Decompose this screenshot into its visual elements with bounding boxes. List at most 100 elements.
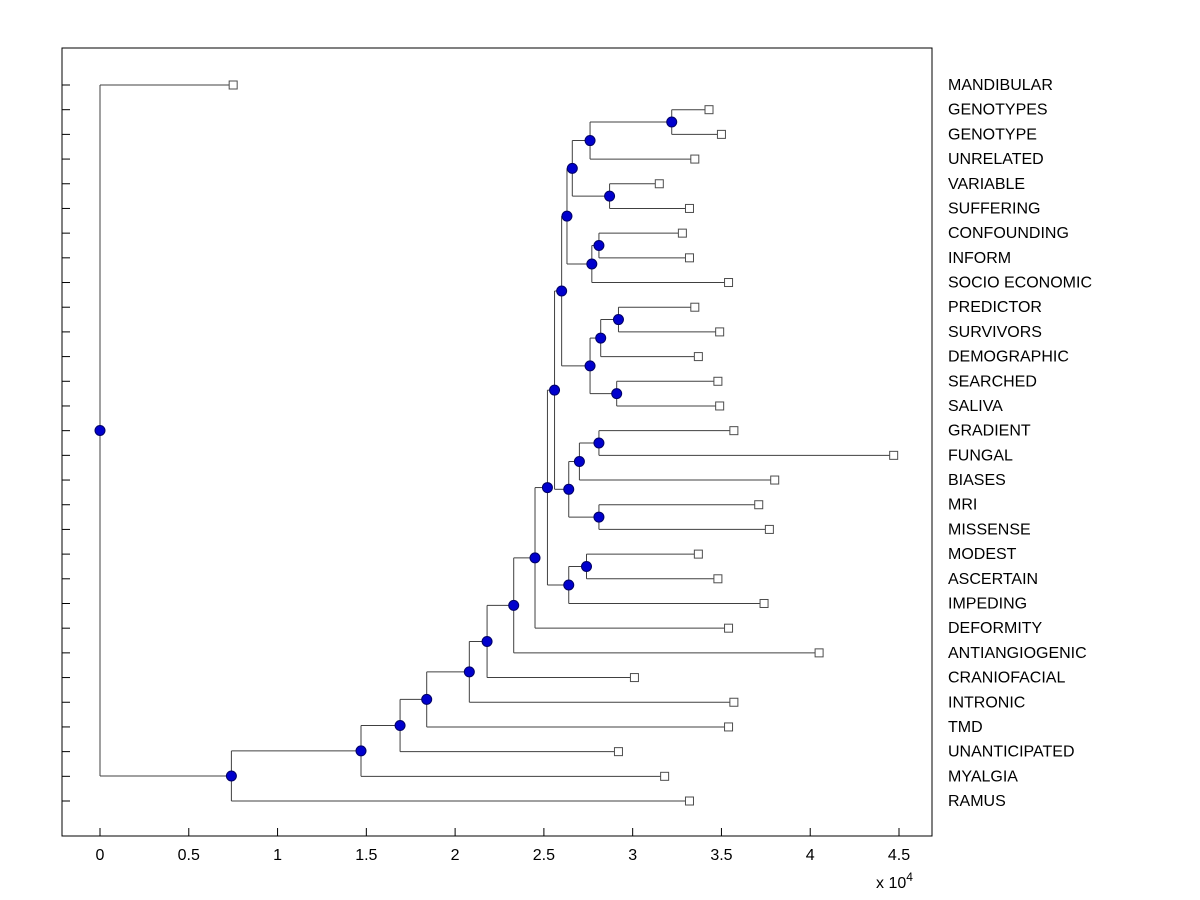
branch-node-marker — [541, 482, 553, 494]
branch-node-marker — [573, 456, 585, 468]
leaf-marker — [814, 648, 824, 658]
branch-node-marker — [593, 437, 605, 449]
leaf-label: ASCERTAIN — [948, 571, 1038, 588]
leaf-label: RAMUS — [948, 793, 1006, 810]
branch-node-marker — [566, 162, 578, 174]
branch-node-marker — [563, 483, 575, 495]
tree-nodes — [94, 80, 899, 806]
leaf-marker — [724, 278, 734, 288]
leaf-marker — [754, 500, 764, 510]
leaf-label: TMD — [948, 719, 983, 736]
leaf-label: SEARCHED — [948, 373, 1037, 390]
branch-node-marker — [604, 190, 616, 202]
branch-node-marker — [561, 210, 573, 222]
leaf-label: DEFORMITY — [948, 620, 1043, 637]
x-tick-label: 3.5 — [710, 847, 732, 864]
leaf-label: SUFFERING — [948, 200, 1040, 217]
branch-node-marker — [355, 745, 367, 757]
leaf-label: MISSENSE — [948, 521, 1031, 538]
leaf-label: UNANTICIPATED — [948, 744, 1075, 761]
leaf-marker — [759, 598, 769, 608]
x-tick-label: 2.5 — [533, 847, 555, 864]
branch-node-marker — [593, 511, 605, 523]
branch-node-marker — [584, 360, 596, 372]
branch-node-marker — [463, 666, 475, 678]
leaf-label: CONFOUNDING — [948, 225, 1069, 242]
leaf-label: UNRELATED — [948, 151, 1044, 168]
leaf-labels: MANDIBULAR GENOTYPES GENOTYPE UNRELATED VARI… — [948, 77, 1092, 810]
leaf-label: SALIVA — [948, 398, 1003, 415]
branch-node-marker — [394, 720, 406, 732]
branch-node-marker — [593, 239, 605, 251]
branch-node-marker — [586, 258, 598, 270]
leaf-marker — [690, 154, 700, 164]
x-tick-label: 3 — [628, 847, 637, 864]
leaf-label: GENOTYPES — [948, 102, 1048, 119]
branch-node-marker — [549, 384, 561, 396]
leaf-marker — [693, 549, 703, 559]
branch-node-marker — [94, 424, 106, 436]
x-tick-label: 1 — [273, 847, 282, 864]
leaf-marker — [677, 228, 687, 238]
leaf-label: GRADIENT — [948, 423, 1031, 440]
leaf-marker — [716, 129, 726, 139]
leaf-marker — [684, 253, 694, 263]
leaf-label: SOCIO ECONOMIC — [948, 275, 1092, 292]
leaf-label: SURVIVORS — [948, 324, 1042, 341]
leaf-label: MYALGIA — [948, 768, 1018, 785]
x-axis-exponent-label: x 104 — [876, 870, 913, 892]
x-tick-labels: 0 0.5 1 1.5 2 2.5 3 3.5 4 4.5 — [96, 847, 911, 864]
leaf-label: GENOTYPE — [948, 126, 1037, 143]
leaf-marker — [715, 401, 725, 411]
branch-node-marker — [529, 552, 541, 564]
branch-node-marker — [508, 599, 520, 611]
leaf-marker — [729, 697, 739, 707]
x-tick-label: 0 — [96, 847, 105, 864]
axis-box — [61, 47, 933, 837]
leaf-marker — [693, 352, 703, 362]
leaf-marker — [764, 524, 774, 534]
leaf-marker — [613, 747, 623, 757]
leaf-marker — [629, 673, 639, 683]
leaf-label: MRI — [948, 497, 977, 514]
leaf-label: MODEST — [948, 546, 1017, 563]
leaf-marker — [715, 327, 725, 337]
tree-branches — [99, 84, 894, 802]
leaf-marker — [724, 722, 734, 732]
branch-node-marker — [612, 314, 624, 326]
branch-node-marker — [481, 635, 493, 647]
branch-node-marker — [611, 388, 623, 400]
x-tick-label: 1.5 — [355, 847, 377, 864]
x-tick-label: 4.5 — [888, 847, 910, 864]
branch-node-marker — [595, 332, 607, 344]
leaf-marker — [729, 426, 739, 436]
leaf-marker — [684, 796, 694, 806]
branch-node-marker — [556, 285, 568, 297]
leaf-label: BIASES — [948, 472, 1006, 489]
x-tick-label: 0.5 — [178, 847, 200, 864]
leaf-marker — [704, 105, 714, 115]
branch-node-marker — [584, 135, 596, 147]
x-tick-label: 2 — [451, 847, 460, 864]
branch-node-marker — [225, 770, 237, 782]
leaf-marker — [660, 771, 670, 781]
leaf-marker — [654, 179, 664, 189]
axis-ticks — [62, 84, 900, 836]
leaf-marker — [889, 450, 899, 460]
leaf-marker — [713, 376, 723, 386]
leaf-label: INFORM — [948, 250, 1011, 267]
leaf-label: FUNGAL — [948, 447, 1013, 464]
leaf-label: DEMOGRAPHIC — [948, 349, 1069, 366]
leaf-label: PREDICTOR — [948, 299, 1042, 316]
leaf-marker — [228, 80, 238, 90]
leaf-label: MANDIBULAR — [948, 77, 1053, 94]
branch-node-marker — [421, 693, 433, 705]
leaf-marker — [690, 302, 700, 312]
leaf-marker — [724, 623, 734, 633]
leaf-label: INTRONIC — [948, 694, 1025, 711]
branch-node-marker — [581, 560, 593, 572]
leaf-marker — [713, 574, 723, 584]
leaf-label: ANTIANGIOGENIC — [948, 645, 1087, 662]
leaf-label: VARIABLE — [948, 176, 1025, 193]
